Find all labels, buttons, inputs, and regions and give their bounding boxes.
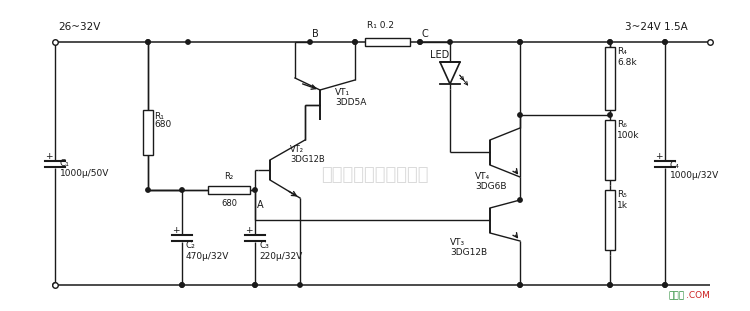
Text: VT₁
3DD5A: VT₁ 3DD5A xyxy=(335,88,366,107)
Circle shape xyxy=(418,40,422,44)
Bar xyxy=(605,47,615,110)
Circle shape xyxy=(608,40,612,44)
Text: R₅: R₅ xyxy=(617,190,627,199)
Text: C₁
1000μ/50V: C₁ 1000μ/50V xyxy=(60,159,110,178)
Circle shape xyxy=(608,283,612,287)
Text: C₂
470μ/32V: C₂ 470μ/32V xyxy=(186,242,230,261)
Text: 接线图: 接线图 xyxy=(669,291,685,300)
Text: R₂: R₂ xyxy=(224,172,233,181)
Circle shape xyxy=(663,40,668,44)
Text: 680: 680 xyxy=(154,120,171,129)
Text: +: + xyxy=(656,152,663,161)
Circle shape xyxy=(253,188,257,192)
Circle shape xyxy=(298,283,302,287)
Text: +: + xyxy=(245,226,253,235)
Text: 杭州远编科技有限公司: 杭州远编科技有限公司 xyxy=(321,166,429,184)
Circle shape xyxy=(518,40,522,44)
Text: 680: 680 xyxy=(221,199,237,208)
Bar xyxy=(365,38,410,46)
Circle shape xyxy=(352,40,357,44)
Text: +: + xyxy=(45,152,53,161)
Circle shape xyxy=(146,40,150,44)
Circle shape xyxy=(308,40,312,44)
Text: LED: LED xyxy=(430,50,449,60)
Circle shape xyxy=(518,283,522,287)
Text: 100k: 100k xyxy=(617,131,640,140)
Circle shape xyxy=(518,40,522,44)
Text: R₆: R₆ xyxy=(617,120,627,129)
Circle shape xyxy=(448,40,452,44)
Bar xyxy=(605,190,615,250)
Circle shape xyxy=(53,283,57,287)
Circle shape xyxy=(608,113,612,117)
Circle shape xyxy=(518,283,522,287)
Circle shape xyxy=(146,188,150,192)
Text: A: A xyxy=(257,200,264,210)
Bar xyxy=(605,120,615,180)
Text: 1k: 1k xyxy=(617,201,628,210)
Text: R₁ 0.2: R₁ 0.2 xyxy=(367,21,394,30)
Circle shape xyxy=(608,283,612,287)
Circle shape xyxy=(253,283,257,287)
Text: R₁: R₁ xyxy=(154,112,164,121)
Circle shape xyxy=(253,283,257,287)
Text: 3~24V 1.5A: 3~24V 1.5A xyxy=(625,22,688,32)
Text: 6.8k: 6.8k xyxy=(617,58,637,67)
Text: B: B xyxy=(312,29,319,39)
Circle shape xyxy=(186,40,190,44)
Circle shape xyxy=(608,40,612,44)
Text: VT₃
3DG12B: VT₃ 3DG12B xyxy=(450,238,488,258)
Bar xyxy=(208,186,250,194)
Circle shape xyxy=(663,283,668,287)
Text: .COM: .COM xyxy=(686,291,710,300)
Text: VT₄
3DG6B: VT₄ 3DG6B xyxy=(475,172,506,191)
Circle shape xyxy=(418,40,422,44)
Circle shape xyxy=(146,40,150,44)
Circle shape xyxy=(180,283,184,287)
Circle shape xyxy=(352,40,357,44)
Circle shape xyxy=(663,40,668,44)
Circle shape xyxy=(518,113,522,117)
Text: C: C xyxy=(422,29,429,39)
Circle shape xyxy=(180,283,184,287)
Text: VT₂
3DG12B: VT₂ 3DG12B xyxy=(290,145,325,165)
Text: C₄
1000μ/32V: C₄ 1000μ/32V xyxy=(670,160,719,180)
Circle shape xyxy=(518,198,522,202)
Text: +: + xyxy=(172,226,180,235)
Text: C₃
220μ/32V: C₃ 220μ/32V xyxy=(259,242,302,261)
Bar xyxy=(143,110,153,155)
Text: 26~32V: 26~32V xyxy=(58,22,100,32)
Circle shape xyxy=(663,283,668,287)
Circle shape xyxy=(180,188,184,192)
Text: R₄: R₄ xyxy=(617,47,627,56)
